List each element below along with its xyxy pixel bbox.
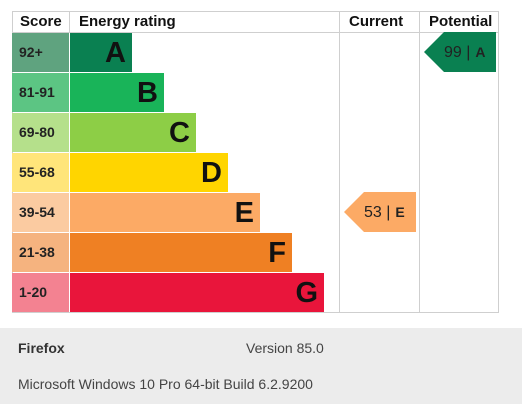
grid-line xyxy=(69,11,70,32)
score-cell-e: 39-54 xyxy=(12,193,69,232)
potential-rating-letter: A xyxy=(475,44,486,60)
score-cell-f: 21-38 xyxy=(12,233,69,272)
current-header: Current xyxy=(349,13,404,30)
rating-bar-f: F xyxy=(70,233,292,272)
score-cell-c: 69-80 xyxy=(12,113,69,152)
current-rating-arrow: 53 | E xyxy=(344,192,416,232)
score-cell-b: 81-91 xyxy=(12,73,69,112)
rating-bar-d: D xyxy=(70,153,228,192)
os-info: Microsoft Windows 10 Pro 64-bit Build 6.… xyxy=(18,376,313,392)
epc-chart: Score Energy rating Current Potential 92… xyxy=(12,11,499,313)
score-cell-d: 55-68 xyxy=(12,153,69,192)
rating-bar-b: B xyxy=(70,73,164,112)
browser-info-footer: Firefox Version 85.0 Microsoft Windows 1… xyxy=(0,328,522,404)
potential-rating-arrow: 99 | A xyxy=(424,32,496,72)
grid-line xyxy=(419,11,420,313)
grid-line xyxy=(12,312,499,313)
potential-rating-value: 99 | xyxy=(444,44,471,61)
rating-bar-a: A xyxy=(70,33,132,72)
rating-bar-c: C xyxy=(70,113,196,152)
potential-header: Potential xyxy=(429,13,493,30)
browser-version: Version 85.0 xyxy=(246,340,324,356)
grid-line xyxy=(12,32,499,33)
rating-bar-g: G xyxy=(70,273,324,312)
current-rating-value: 53 | xyxy=(364,204,391,221)
grid-line xyxy=(339,11,340,313)
score-header: Score xyxy=(20,13,62,30)
score-cell-a: 92+ xyxy=(12,33,69,72)
grid-line xyxy=(12,11,499,12)
energy-rating-header: Energy rating xyxy=(79,13,176,30)
score-cell-g: 1-20 xyxy=(12,273,69,312)
grid-line xyxy=(498,11,499,313)
browser-name: Firefox xyxy=(18,340,65,356)
rating-bar-e: E xyxy=(70,193,260,232)
current-rating-letter: E xyxy=(395,204,405,220)
